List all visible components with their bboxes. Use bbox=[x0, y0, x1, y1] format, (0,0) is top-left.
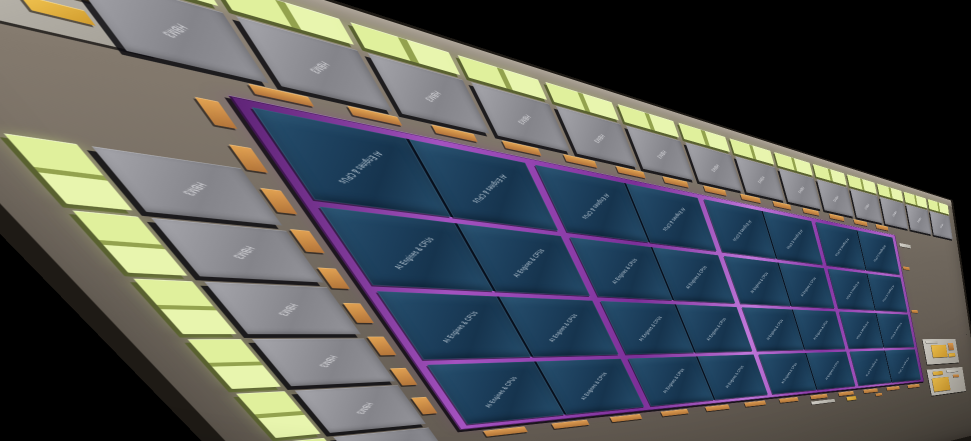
compute-die-label: AI Engines & CPUs bbox=[511, 247, 547, 279]
compute-die-label: AI Engines & CPUs bbox=[392, 235, 437, 271]
compute-die-label: AI Engines & CPUs bbox=[890, 322, 903, 340]
hbm-tile: HBM3 bbox=[929, 211, 953, 240]
compute-die-label: AI Engines & CPUs bbox=[336, 149, 386, 186]
gold-component bbox=[930, 344, 948, 358]
compute-die-label: AI Engines & CPUs bbox=[705, 317, 728, 342]
die-pair: AI Engines & CPUs AI Engines & CPUs bbox=[600, 300, 753, 355]
compute-die-label: AI Engines & CPUs bbox=[834, 237, 850, 258]
compute-die-label: AI Engines & CPUs bbox=[865, 358, 879, 377]
hbm-tile-label: HBM3 bbox=[422, 89, 444, 104]
copper-component bbox=[952, 374, 960, 378]
gold-component bbox=[948, 352, 956, 357]
hbm-tile-label: HBM3 bbox=[230, 244, 259, 261]
compute-die-label: AI Engines & CPUs bbox=[470, 173, 510, 205]
compute-die-label: AI Engines & CPUs bbox=[547, 312, 580, 343]
hbm-tile-label: HBM3 bbox=[307, 59, 333, 76]
hbm-tile-label: HBM3 bbox=[891, 210, 898, 218]
hbm-tile-label: HBM3 bbox=[710, 163, 721, 173]
compute-die: AI Engines & CPUs bbox=[884, 349, 921, 383]
compute-die-label: AI Engines & CPUs bbox=[483, 375, 520, 409]
silver-component bbox=[946, 369, 959, 373]
hbm-tile-label: HBM3 bbox=[159, 21, 193, 40]
copper-component bbox=[911, 309, 919, 313]
compute-die-label: AI Engines & CPUs bbox=[731, 219, 753, 243]
hbm-tile-label: HBM3 bbox=[275, 302, 302, 318]
compute-die-label: AI Engines & CPUs bbox=[661, 367, 686, 394]
compute-die-label: AI Engines & CPUs bbox=[610, 257, 639, 285]
compute-die-label: AI Engines & CPUs bbox=[824, 360, 840, 381]
die-pair: AI Engines & CPUs AI Engines & CPUs bbox=[741, 307, 846, 351]
compute-die-label: AI Engines & CPUs bbox=[580, 192, 612, 221]
compute-die-label: AI Engines & CPUs bbox=[780, 362, 798, 384]
compute-die-label: AI Engines & CPUs bbox=[785, 228, 804, 251]
die-pair: AI Engines & CPUs AI Engines & CPUs bbox=[849, 349, 921, 386]
die-pair: AI Engines & CPUs AI Engines & CPUs bbox=[376, 291, 619, 360]
silver-component bbox=[925, 340, 938, 344]
hbm-tile-label: HBM3 bbox=[797, 185, 806, 195]
compute-die-label: AI Engines & CPUs bbox=[749, 271, 769, 294]
compute-die-label: AI Engines & CPUs bbox=[881, 284, 895, 303]
compute-die-label: AI Engines & CPUs bbox=[579, 371, 609, 401]
hbm-tile-label: HBM3 bbox=[916, 216, 922, 224]
gold-pad bbox=[18, 0, 96, 26]
compute-die-label: AI Engines & CPUs bbox=[637, 315, 664, 342]
hbm-tile-label: HBM3 bbox=[756, 175, 766, 185]
die-pair: AI Engines & CPUs AI Engines & CPUs bbox=[839, 311, 915, 349]
compute-die-label: AI Engines & CPUs bbox=[661, 206, 687, 233]
hbm-tile-label: HBM3 bbox=[592, 132, 607, 145]
hbm-tile-label: HBM3 bbox=[353, 401, 376, 415]
hbm-tile-label: HBM3 bbox=[179, 180, 211, 198]
gold-component bbox=[931, 376, 951, 392]
compute-die-label: AI Engines & CPUs bbox=[765, 318, 784, 341]
compute-die-label: AI Engines & CPUs bbox=[799, 276, 817, 298]
io-board bbox=[922, 338, 960, 365]
compute-die-label: AI Engines & CPUs bbox=[897, 356, 910, 375]
compute-die: AI Engines & CPUs bbox=[815, 221, 866, 270]
compute-die-label: AI Engines & CPUs bbox=[724, 364, 745, 389]
die-pair: AI Engines & CPUs AI Engines & CPUs bbox=[828, 268, 908, 312]
hbm-tile: HBM3 bbox=[906, 204, 932, 235]
compute-die-label: AI Engines & CPUs bbox=[872, 244, 887, 263]
hbm-tile-label: HBM3 bbox=[655, 149, 668, 160]
hbm-tile-label: HBM3 bbox=[863, 203, 871, 211]
hbm-tile-label: HBM3 bbox=[939, 222, 944, 229]
hbm-tile-label: HBM3 bbox=[316, 354, 341, 369]
hbm-tile-label: HBM3 bbox=[832, 194, 840, 203]
hbm-tile-label: HBM3 bbox=[515, 113, 533, 126]
gold-component bbox=[932, 370, 944, 376]
compute-die-label: AI Engines & CPUs bbox=[845, 280, 860, 301]
compute-die-label: AI Engines & CPUs bbox=[440, 310, 481, 344]
compute-die-label: AI Engines & CPUs bbox=[855, 321, 870, 340]
die-pair: AI Engines & CPUs AI Engines & CPUs bbox=[758, 351, 856, 395]
copper-component bbox=[947, 342, 955, 350]
die-pair: AI Engines & CPUs AI Engines & CPUs bbox=[627, 354, 768, 407]
io-board bbox=[926, 366, 967, 396]
compute-die-label: AI Engines & CPUs bbox=[684, 264, 708, 290]
compute-die-label: AI Engines & CPUs bbox=[812, 319, 829, 341]
